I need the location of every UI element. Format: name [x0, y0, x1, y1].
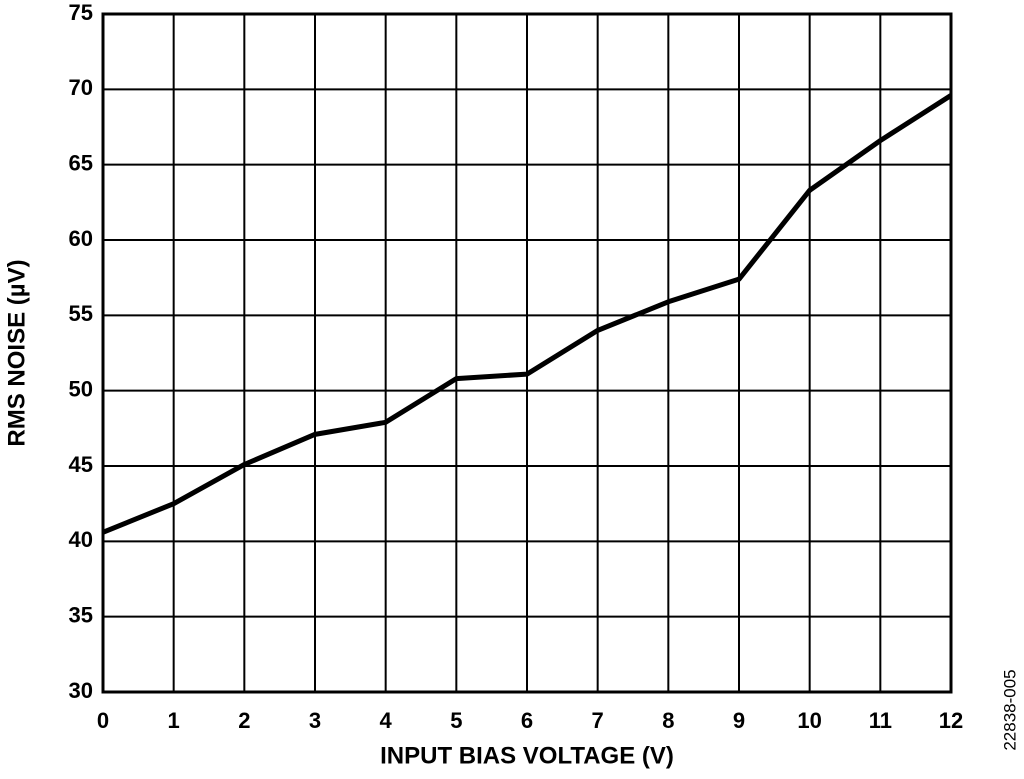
y-tick-label: 30: [69, 678, 93, 703]
y-tick-label: 60: [69, 226, 93, 251]
x-tick-label: 11: [869, 708, 892, 733]
y-tick-label: 35: [69, 602, 93, 627]
x-tick-label: 8: [662, 708, 674, 733]
y-tick-label: 45: [69, 452, 93, 477]
x-tick-label: 1: [168, 708, 180, 733]
data-line: [102, 93, 953, 535]
x-tick-label: 9: [733, 708, 745, 733]
x-tick-label: 7: [592, 708, 604, 733]
figure-id: 22838-005: [1000, 669, 1019, 750]
x-tick-label: 4: [380, 708, 393, 733]
x-tick-label: 5: [450, 708, 462, 733]
x-axis-label: INPUT BIAS VOLTAGE (V): [380, 742, 674, 769]
y-axis-label: RMS NOISE (µV): [3, 259, 30, 446]
x-tick-label: 12: [939, 708, 963, 733]
y-tick-label: 70: [69, 75, 93, 100]
y-tick-label: 55: [69, 301, 93, 326]
y-tick-label: 50: [69, 376, 93, 401]
plot-frame: [101, 12, 953, 694]
y-tick-label: 75: [69, 0, 93, 25]
x-tick-label: 6: [521, 708, 533, 733]
x-tick-label: 10: [797, 708, 821, 733]
x-tick-label: 0: [97, 708, 109, 733]
y-tick-label: 65: [69, 150, 93, 175]
x-tick-label: 2: [238, 708, 250, 733]
x-tick-label: 3: [309, 708, 321, 733]
y-tick-label: 40: [69, 527, 93, 552]
